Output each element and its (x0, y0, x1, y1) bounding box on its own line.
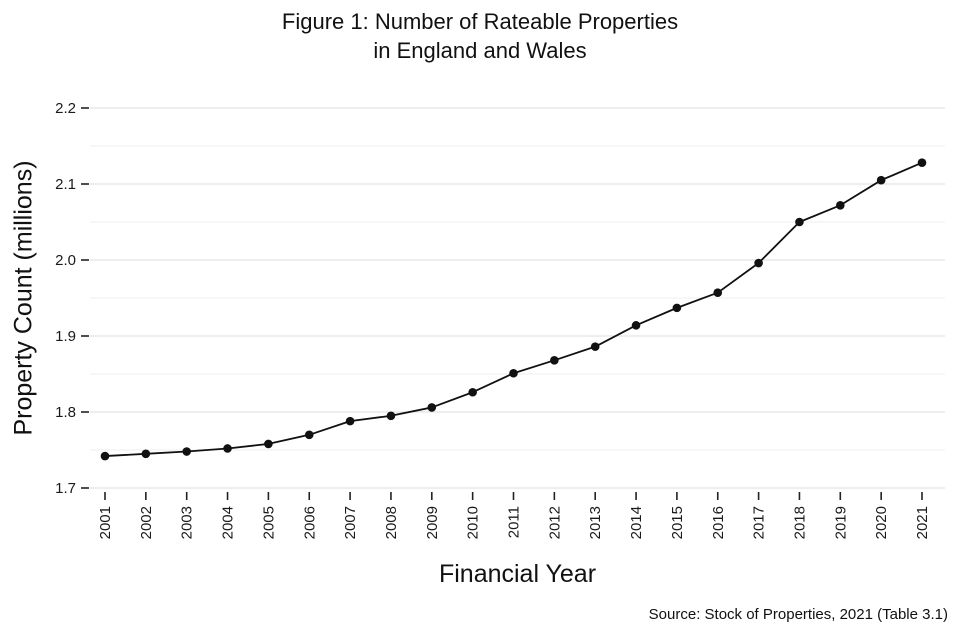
data-point (100, 451, 110, 461)
data-point (223, 444, 232, 453)
data-point (468, 387, 477, 397)
x-tick-label: 2020 (873, 506, 890, 539)
data-point (182, 447, 191, 456)
x-tick-label: 2010 (465, 506, 482, 539)
data-point (917, 158, 927, 168)
x-tick-label: 2019 (832, 506, 849, 539)
x-axis-label: Financial Year (438, 560, 597, 588)
y-tick-label: 1.9 (55, 328, 76, 345)
data-point (672, 303, 682, 313)
x-tick-label: 2009 (424, 506, 441, 539)
x-tick-label: 2011 (506, 506, 523, 538)
y-tick-label: 2.2 (55, 100, 76, 117)
x-tick-label: 2015 (669, 506, 686, 539)
data-point (795, 217, 804, 227)
x-tick-label: 2003 (179, 506, 196, 539)
x-tick-label: 2014 (628, 506, 645, 539)
x-tick-label: 2005 (260, 506, 277, 539)
chart-title-line2: in England and Wales (373, 37, 587, 63)
data-point (509, 368, 518, 378)
chart-title: Figure 1: Number of Rateable Properties … (0, 8, 960, 65)
data-point (754, 258, 763, 268)
x-tick-label: 2006 (301, 506, 318, 539)
y-tick-label: 1.8 (55, 404, 76, 421)
data-point (836, 200, 845, 210)
x-tick-label: 2013 (587, 506, 604, 539)
data-point (631, 321, 641, 330)
x-tick-label: 2004 (220, 506, 237, 539)
x-tick-label: 2008 (383, 506, 400, 539)
data-point (264, 439, 273, 449)
x-tick-label: 2001 (97, 506, 114, 539)
data-point (345, 416, 355, 426)
y-tick-label: 1.7 (55, 480, 76, 497)
y-tick-label: 2.0 (55, 252, 76, 269)
data-point (141, 449, 151, 459)
x-tick-label: 2002 (138, 506, 155, 539)
x-tick-label: 2012 (546, 506, 563, 539)
chart-title-line1: Figure 1: Number of Rateable Properties (281, 9, 679, 34)
source-note: Source: Stock of Properties, 2021 (Table… (648, 606, 948, 623)
x-tick-label: 2018 (791, 506, 808, 539)
y-tick-label: 2.1 (55, 176, 76, 193)
data-point (876, 175, 886, 185)
x-tick-label: 2021 (914, 506, 931, 539)
x-tick-label: 2016 (710, 506, 727, 539)
data-point (590, 342, 600, 351)
data-point (550, 356, 559, 365)
y-axis-label: Property Count (millions) (9, 160, 38, 436)
x-tick-label: 2017 (751, 506, 768, 539)
data-point (713, 288, 723, 297)
x-tick-label: 2007 (342, 506, 359, 539)
data-point (427, 403, 437, 412)
data-point (386, 411, 396, 421)
data-point (304, 430, 314, 440)
